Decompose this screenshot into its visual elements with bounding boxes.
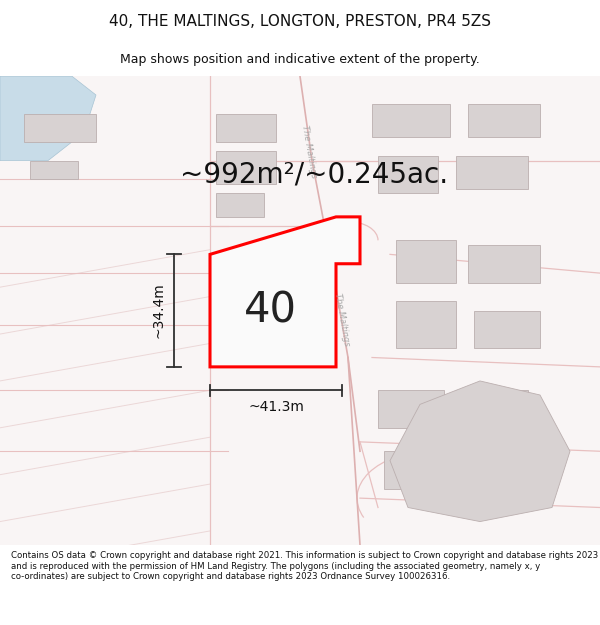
Polygon shape <box>228 282 264 301</box>
Polygon shape <box>378 156 438 194</box>
Polygon shape <box>456 390 528 428</box>
Polygon shape <box>468 104 540 137</box>
Polygon shape <box>30 161 78 179</box>
Polygon shape <box>210 217 360 367</box>
Polygon shape <box>384 451 444 489</box>
Polygon shape <box>378 390 444 428</box>
Polygon shape <box>396 301 456 348</box>
Polygon shape <box>228 282 312 367</box>
Polygon shape <box>396 240 456 282</box>
Polygon shape <box>372 104 450 137</box>
Polygon shape <box>390 381 570 521</box>
Polygon shape <box>0 76 96 161</box>
Polygon shape <box>456 156 528 189</box>
Polygon shape <box>468 245 540 282</box>
Text: 40, THE MALTINGS, LONGTON, PRESTON, PR4 5ZS: 40, THE MALTINGS, LONGTON, PRESTON, PR4 … <box>109 14 491 29</box>
Polygon shape <box>216 114 276 142</box>
Text: Contains OS data © Crown copyright and database right 2021. This information is : Contains OS data © Crown copyright and d… <box>11 551 598 581</box>
Text: The Maltings: The Maltings <box>300 124 318 178</box>
Text: Map shows position and indicative extent of the property.: Map shows position and indicative extent… <box>120 53 480 66</box>
Polygon shape <box>216 151 276 184</box>
Polygon shape <box>474 311 540 348</box>
Polygon shape <box>0 76 600 545</box>
Text: ~41.3m: ~41.3m <box>248 400 304 414</box>
Text: ~992m²/~0.245ac.: ~992m²/~0.245ac. <box>180 161 448 189</box>
Text: 40: 40 <box>244 289 296 332</box>
Text: ~34.4m: ~34.4m <box>151 282 165 339</box>
Text: The Maltings: The Maltings <box>333 293 351 347</box>
Polygon shape <box>24 114 96 142</box>
Polygon shape <box>216 194 264 217</box>
Polygon shape <box>456 451 522 489</box>
